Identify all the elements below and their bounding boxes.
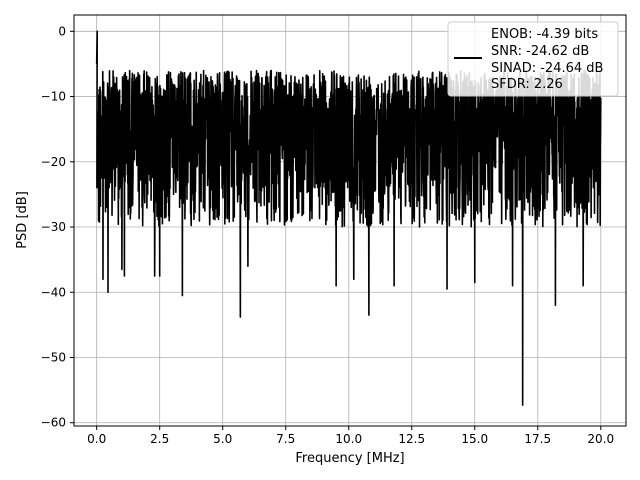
x-tick-label: 0.0	[87, 432, 106, 446]
legend-box	[447, 21, 619, 97]
legend-line-sinad: SINAD: -24.64 dB	[491, 61, 603, 76]
y-axis-ticks: 0 −10 −20 −30 −40 −50 −60	[41, 24, 74, 430]
legend: ENOB: -4.39 bits SNR: -24.62 dB SINAD: -…	[447, 21, 619, 97]
axes-frame	[73, 14, 627, 427]
y-tick-label: −60	[41, 416, 66, 430]
y-tick-label: −20	[41, 155, 66, 169]
x-tick-label: 20.0	[587, 432, 614, 446]
x-tick-label: 7.5	[276, 432, 295, 446]
x-tick-label: 2.5	[150, 432, 169, 446]
y-tick-label: 0	[58, 24, 66, 38]
x-axis-label: Frequency [MHz]	[295, 451, 404, 466]
x-tick-label: 10.0	[335, 432, 362, 446]
y-tick-label: −30	[41, 220, 66, 234]
y-axis-label: PSD [dB]	[15, 191, 30, 249]
legend-line-enob: ENOB: -4.39 bits	[491, 27, 598, 42]
y-tick-label: −10	[41, 90, 66, 104]
y-tick-label: −40	[41, 285, 66, 299]
x-tick-label: 15.0	[461, 432, 488, 446]
x-tick-label: 5.0	[213, 432, 232, 446]
psd-series-line	[95, 30, 602, 406]
y-tick-label: −50	[41, 351, 66, 365]
x-tick-label: 12.5	[398, 432, 425, 446]
x-tick-label: 17.5	[524, 432, 551, 446]
legend-line-sfdr: SFDR: 2.26	[491, 77, 563, 92]
legend-line-snr: SNR: -24.62 dB	[491, 44, 589, 59]
x-axis-ticks: 0.0 2.5 5.0 7.5 10.0 12.5 15.0 17.5 20.0	[87, 426, 614, 446]
